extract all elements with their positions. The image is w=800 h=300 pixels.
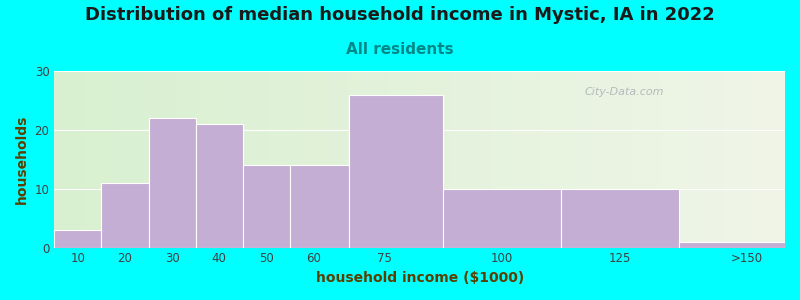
- Y-axis label: households: households: [15, 115, 29, 204]
- Text: City-Data.com: City-Data.com: [585, 87, 664, 97]
- Bar: [149, 118, 196, 248]
- Text: All residents: All residents: [346, 42, 454, 57]
- Bar: [349, 94, 443, 248]
- X-axis label: household income ($1000): household income ($1000): [315, 271, 524, 285]
- Text: Distribution of median household income in Mystic, IA in 2022: Distribution of median household income …: [85, 6, 715, 24]
- Bar: [679, 242, 785, 247]
- Bar: [290, 165, 349, 248]
- Bar: [196, 124, 243, 248]
- Bar: [443, 189, 561, 247]
- Bar: [54, 230, 102, 248]
- Bar: [561, 189, 679, 247]
- Bar: [243, 165, 290, 248]
- Bar: [102, 183, 149, 248]
